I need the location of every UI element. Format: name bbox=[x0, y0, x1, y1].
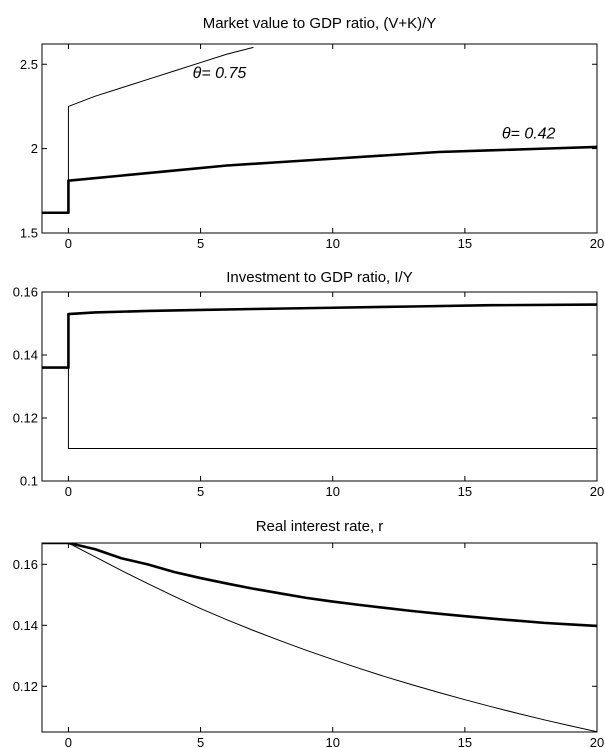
x-tick-label: 20 bbox=[590, 236, 604, 251]
series-line-1 bbox=[42, 303, 597, 369]
series-line-1 bbox=[42, 145, 597, 215]
series-line-2 bbox=[42, 543, 597, 732]
y-tick-label: 0.14 bbox=[13, 618, 38, 633]
x-tick-label: 15 bbox=[458, 236, 472, 251]
chart-title: Investment to GDP ratio, I/Y bbox=[226, 269, 412, 286]
y-tick-label: 1.5 bbox=[20, 226, 38, 241]
series-annotation: θ= 0.75 bbox=[193, 65, 247, 82]
series-annotation: θ= 0.42 bbox=[502, 126, 556, 143]
series-line-1 bbox=[42, 543, 597, 628]
x-tick-label: 0 bbox=[65, 484, 72, 499]
x-tick-label: 5 bbox=[197, 484, 204, 499]
y-tick-label: 0.12 bbox=[13, 679, 38, 694]
y-tick-label: 2.5 bbox=[20, 57, 38, 72]
x-tick-label: 15 bbox=[458, 735, 472, 748]
y-tick-label: 0.16 bbox=[13, 285, 38, 300]
chart-title: Real interest rate, r bbox=[256, 518, 384, 535]
x-tick-label: 10 bbox=[325, 236, 339, 251]
chart-panel-2: Investment to GDP ratio, I/Y 0 5 10 15 20 0.1 0… bbox=[13, 269, 605, 499]
series-group bbox=[42, 303, 597, 450]
y-tick-label: 2 bbox=[31, 141, 38, 156]
y-tick-label: 0.16 bbox=[13, 557, 38, 572]
chart-panel-1: Market value to GDP ratio, (V+K)/Y 0 5 10 15… bbox=[20, 15, 604, 251]
y-tick-label: 0.1 bbox=[20, 474, 38, 489]
series-line-2 bbox=[42, 367, 597, 450]
x-tick-label: 10 bbox=[325, 484, 339, 499]
plot-frame bbox=[41, 542, 598, 733]
x-tick-label: 15 bbox=[458, 484, 472, 499]
x-tick-label: 20 bbox=[590, 484, 604, 499]
plot-frame bbox=[41, 291, 598, 482]
x-tick-label: 5 bbox=[197, 735, 204, 748]
x-tick-label: 0 bbox=[65, 236, 72, 251]
series-line-2 bbox=[42, 46, 254, 214]
plot-frame bbox=[41, 43, 598, 234]
x-tick-label: 0 bbox=[65, 735, 72, 748]
chart-panel-3: Real interest rate, r 0 5 10 15 20 0.12 0.14 0.1… bbox=[13, 518, 605, 748]
x-tick-label: 10 bbox=[325, 735, 339, 748]
y-tick-label: 0.14 bbox=[13, 348, 38, 363]
series-group bbox=[42, 46, 597, 215]
series-group bbox=[42, 543, 597, 732]
x-tick-label: 5 bbox=[197, 236, 204, 251]
y-tick-label: 0.12 bbox=[13, 411, 38, 426]
x-tick-label: 20 bbox=[590, 735, 604, 748]
chart-title: Market value to GDP ratio, (V+K)/Y bbox=[203, 15, 437, 32]
